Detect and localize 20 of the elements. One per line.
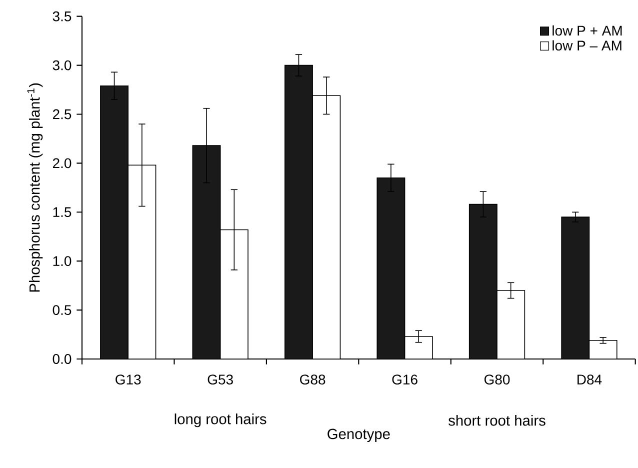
y-tick-label: 0.0 — [52, 354, 72, 364]
legend-label: low P – AM — [552, 40, 622, 51]
x-tick-label: G16 — [392, 374, 418, 385]
x-tick-label: G53 — [208, 374, 233, 385]
x-tick-label: G80 — [484, 374, 510, 385]
y-tick-label: 2.5 — [52, 109, 72, 120]
y-tick-label: 3.0 — [52, 60, 72, 70]
y-tick-label: 2.0 — [52, 158, 72, 168]
x-axis-title: Genotype — [328, 428, 390, 442]
y-tick-label: 1.5 — [53, 207, 72, 218]
y-tick-label: 3.5 — [52, 11, 72, 22]
legend-label: low P + AM — [552, 25, 622, 36]
text: long root hairs — [174, 414, 266, 428]
y-tick-label: 0.5 — [52, 305, 72, 316]
x-tick-label: G13 — [116, 374, 141, 385]
y-axis-title: Phosphorus content (mg plant$^{-1}$) — [27, 83, 43, 292]
x-tick-label: G88 — [300, 374, 326, 385]
x-tick-label: D84 — [578, 374, 602, 385]
y-tick-label: 1.0 — [53, 256, 72, 266]
text: short root hairs — [448, 414, 546, 426]
